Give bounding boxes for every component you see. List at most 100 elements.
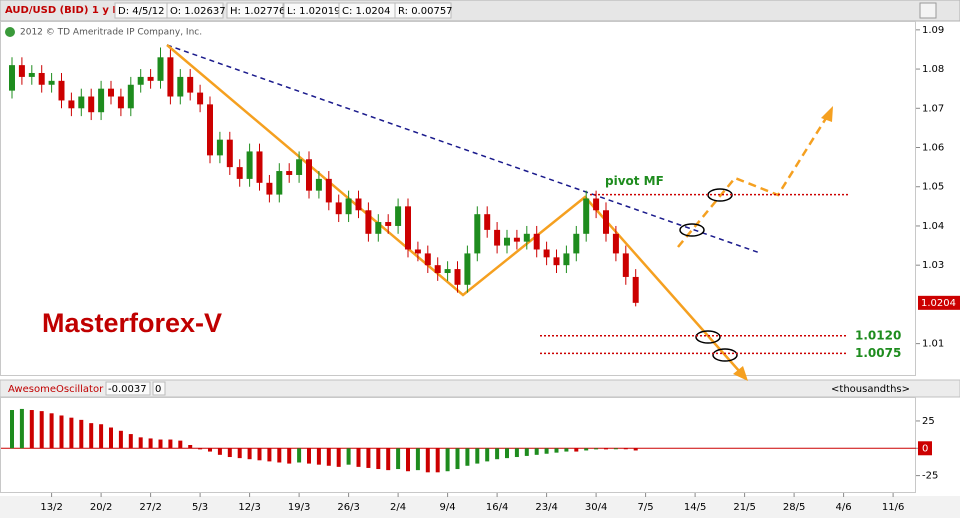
candle-body bbox=[207, 104, 213, 156]
zero-label-box bbox=[918, 441, 932, 456]
candle-body bbox=[276, 171, 283, 195]
settings-button[interactable] bbox=[919, 2, 937, 19]
header-value: H: 1.02776 bbox=[230, 6, 285, 17]
header-box bbox=[226, 2, 284, 19]
bar bbox=[505, 448, 509, 459]
candle-body bbox=[236, 167, 243, 179]
bar bbox=[227, 448, 232, 458]
x-tick-label: 7/5 bbox=[638, 502, 654, 513]
bar bbox=[346, 448, 351, 465]
oscillator-panel bbox=[0, 397, 916, 493]
bar bbox=[544, 448, 549, 454]
marker-ellipse bbox=[695, 330, 721, 344]
candle-body bbox=[504, 237, 510, 246]
bar bbox=[217, 448, 222, 455]
x-tick-label: 20/2 bbox=[90, 502, 112, 513]
x-tick-label: 5/3 bbox=[192, 502, 208, 513]
x-tick-label: 9/4 bbox=[440, 502, 456, 513]
candle-body bbox=[147, 76, 154, 81]
candle-body bbox=[464, 253, 471, 285]
candle-body bbox=[256, 151, 263, 183]
unit-label: <thousandths> bbox=[831, 384, 910, 395]
bar bbox=[257, 448, 262, 461]
candle-body bbox=[622, 253, 629, 277]
bar bbox=[475, 448, 480, 464]
y-tick-label: 25 bbox=[922, 416, 935, 427]
watermark: Masterforex-V bbox=[42, 308, 222, 338]
candle-body bbox=[98, 88, 105, 113]
marker-ellipse bbox=[679, 223, 705, 237]
bar bbox=[188, 445, 193, 449]
trend-line bbox=[166, 44, 761, 254]
bar bbox=[198, 448, 203, 450]
candle-body bbox=[494, 229, 501, 246]
level-label: 1.0120 bbox=[855, 328, 901, 342]
candle-body bbox=[88, 96, 95, 113]
bar bbox=[89, 423, 94, 449]
bar bbox=[495, 448, 500, 460]
bar bbox=[435, 448, 440, 473]
bar bbox=[376, 448, 381, 470]
arrow-head bbox=[821, 106, 833, 122]
bar bbox=[128, 434, 133, 449]
candle-body bbox=[286, 171, 293, 175]
bar bbox=[29, 410, 34, 449]
bar bbox=[247, 448, 252, 460]
candle-body bbox=[533, 233, 540, 250]
candle-body bbox=[335, 202, 342, 215]
candle-body bbox=[187, 76, 194, 93]
candle-body bbox=[405, 206, 411, 250]
projection-path bbox=[677, 114, 830, 248]
bar bbox=[485, 448, 490, 462]
last-price-label: 1.0204 bbox=[921, 298, 956, 309]
candle-body bbox=[513, 237, 520, 242]
header-value: L: 1.02019 bbox=[287, 6, 340, 17]
arrow-head bbox=[733, 366, 748, 381]
bar bbox=[406, 448, 410, 472]
candle-body bbox=[603, 210, 609, 234]
y-tick-label: 1.06 bbox=[922, 143, 944, 154]
candle-body bbox=[375, 222, 382, 234]
bar bbox=[386, 448, 391, 471]
candle-body bbox=[345, 198, 352, 215]
bar bbox=[237, 448, 242, 459]
y-tick-label: 1.08 bbox=[922, 64, 944, 75]
y-tick-label: 1.01 bbox=[922, 339, 944, 350]
candle-body bbox=[434, 265, 441, 274]
candle-body bbox=[167, 57, 174, 97]
x-tick-label: 4/6 bbox=[836, 502, 852, 513]
bar bbox=[613, 448, 618, 450]
x-tick-label: 12/3 bbox=[238, 502, 260, 513]
bar bbox=[10, 410, 14, 449]
info-icon[interactable] bbox=[5, 27, 15, 37]
y-tick-label: -25 bbox=[922, 471, 938, 482]
candle-body bbox=[266, 182, 273, 195]
copyright: 2012 © TD Ameritrade IP Company, Inc. bbox=[20, 28, 202, 38]
last-price-box bbox=[918, 295, 960, 310]
bar bbox=[168, 439, 173, 449]
x-tick-label: 16/4 bbox=[486, 502, 508, 513]
x-tick-label: 23/4 bbox=[535, 502, 557, 513]
candle-body bbox=[48, 80, 55, 85]
x-tick-label: 11/6 bbox=[882, 502, 904, 513]
bar bbox=[465, 448, 470, 466]
candle-body bbox=[137, 76, 144, 85]
bar bbox=[425, 448, 430, 473]
candle-body bbox=[38, 72, 45, 85]
y-tick-label: 1.07 bbox=[922, 103, 944, 114]
bar bbox=[138, 437, 143, 449]
x-tick-label: 13/2 bbox=[40, 502, 62, 513]
bar bbox=[623, 448, 628, 450]
level-label: 1.0075 bbox=[855, 346, 901, 360]
candle-body bbox=[424, 253, 431, 266]
header-value: -0.0037 bbox=[108, 384, 147, 395]
bar bbox=[39, 411, 44, 449]
candle-body bbox=[306, 159, 312, 191]
bar bbox=[554, 448, 559, 453]
bar bbox=[336, 448, 341, 467]
candle-body bbox=[127, 84, 134, 109]
bar bbox=[158, 439, 163, 449]
bar bbox=[455, 448, 460, 470]
candle-body bbox=[9, 65, 15, 91]
candle-body bbox=[563, 253, 570, 266]
